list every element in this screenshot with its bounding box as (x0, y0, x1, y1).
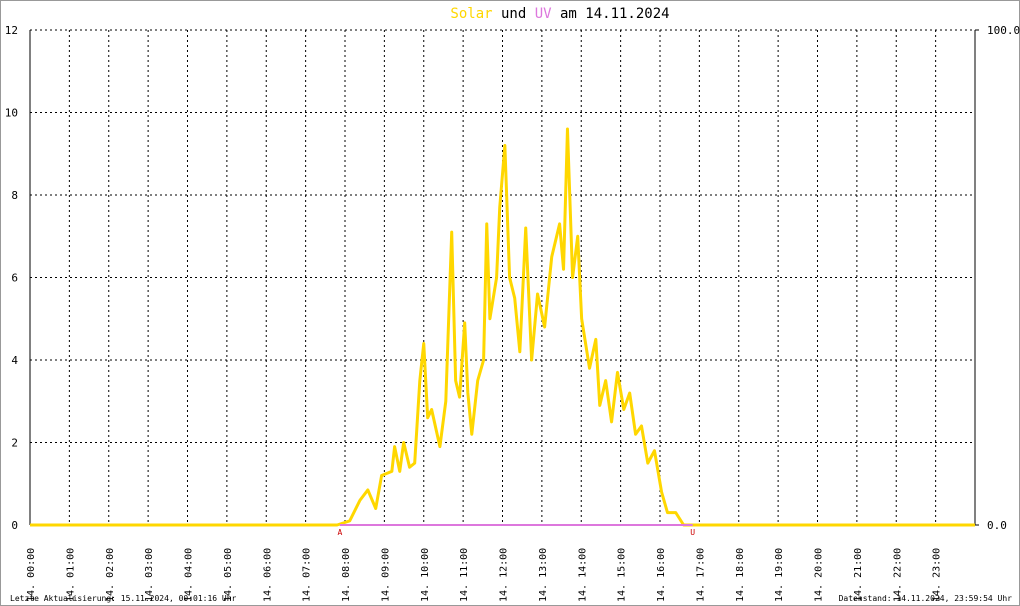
annotation: U (690, 528, 695, 537)
x-tick-label: 14. 18:00 (735, 548, 746, 602)
y2-tick-label: 0.0 (987, 519, 1007, 532)
y2-tick-label: 100.0 (987, 24, 1020, 37)
x-tick-label: 14. 06:00 (262, 548, 273, 602)
series-line (30, 127, 975, 527)
y-tick-label: 2 (11, 437, 18, 450)
y-tick-label: 6 (11, 272, 18, 285)
x-tick-label: 14. 00:00 (26, 548, 37, 602)
title-part: UV (535, 6, 552, 22)
x-tick-label: 14. 01:00 (65, 548, 76, 602)
x-tick-label: 14. 16:00 (656, 548, 667, 602)
x-tick-label: 14. 21:00 (853, 548, 864, 602)
x-tick-label: 14. 04:00 (184, 548, 195, 602)
title-part: Solar (450, 6, 492, 22)
x-tick-label: 14. 14:00 (577, 548, 588, 602)
x-tick-label: 14. 08:00 (341, 548, 352, 602)
x-tick-label: 14. 15:00 (617, 548, 628, 602)
x-tick-label: 14. 09:00 (380, 548, 391, 602)
x-tick-label: 14. 03:00 (144, 548, 155, 602)
x-tick-label: 14. 05:00 (223, 548, 234, 602)
title-part: am 14.11.2024 (552, 6, 670, 22)
x-tick-label: 14. 10:00 (420, 548, 431, 602)
x-tick-label: 14. 13:00 (538, 548, 549, 602)
y-tick-label: 0 (11, 519, 18, 532)
y-tick-label: 4 (11, 354, 18, 367)
annotation: A (337, 528, 342, 537)
x-tick-label: 14. 20:00 (814, 548, 825, 602)
y-tick-label: 10 (5, 107, 18, 120)
x-tick-label: 14. 17:00 (695, 548, 706, 602)
title-part: und (493, 6, 535, 22)
x-tick-label: 14. 11:00 (459, 548, 470, 602)
x-tick-label: 14. 23:00 (932, 548, 943, 602)
chart-title: Solar und UV am 14.11.2024 (450, 6, 669, 22)
x-tick-label: 14. 19:00 (774, 548, 785, 602)
footer-right: Datenstand: 14.11.2024, 23:59:54 Uhr (839, 594, 1013, 603)
y-tick-label: 8 (11, 189, 18, 202)
x-tick-label: 14. 07:00 (302, 548, 313, 602)
y-tick-label: 12 (5, 24, 18, 37)
x-tick-label: 14. 22:00 (892, 548, 903, 602)
x-tick-label: 14. 12:00 (499, 548, 510, 602)
footer-left: Letzte Aktualisierung: 15.11.2024, 00:01… (10, 594, 237, 603)
x-tick-label: 14. 02:00 (105, 548, 116, 602)
